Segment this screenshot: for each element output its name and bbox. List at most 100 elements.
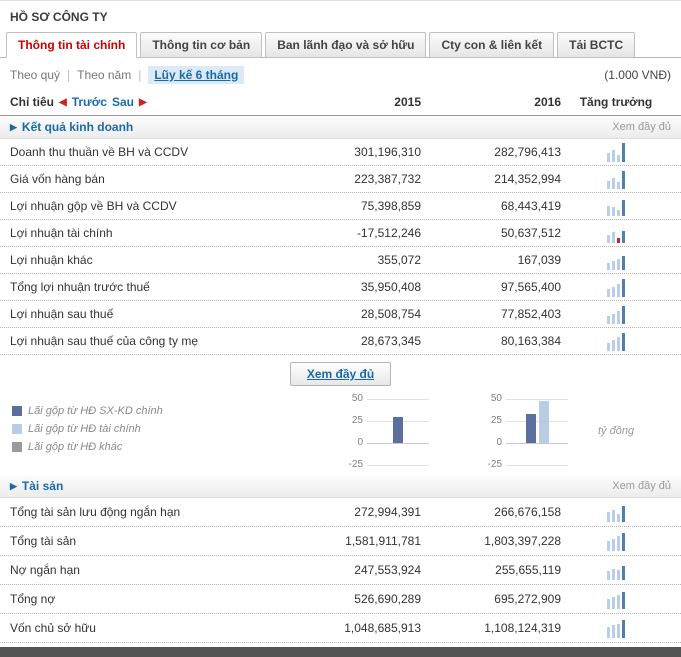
chart-2016: 50 25 0 -25 [484,394,568,470]
spark-bar [622,532,625,551]
chart-bar [393,416,403,443]
next-button[interactable]: Sau [111,95,134,109]
table-row[interactable]: Lợi nhuận khác 355,072 167,039 [0,247,681,274]
table-row[interactable]: Nợ ngắn hạn 247,553,924 255,655,119 [0,556,681,585]
spark-bar [617,259,620,270]
see-full-link[interactable]: Xem đầy đủ [612,121,671,133]
section-arrow-icon: ▶ [10,121,17,132]
prev-button[interactable]: Trước [71,95,107,109]
spark-bar [622,620,625,638]
tab-thong-tin-co-ban[interactable]: Thông tin cơ bản [140,32,263,58]
table-row[interactable]: Lợi nhuận sau thuế của công ty mẹ 28,673… [0,328,681,355]
spark-bar [617,337,620,351]
spark-bar [612,232,615,243]
see-full-button[interactable]: Xem đầy đủ [289,362,392,386]
row-label: Tổng tài sản lưu động ngắn hạn [10,505,181,519]
tab-ban-lanh-dao[interactable]: Ban lãnh đạo và sở hữu [265,32,427,58]
table-row[interactable]: Tổng tài sản 1,581,911,781 1,803,397,228 [0,527,681,556]
row-label: Doanh thu thuần về BH và CCDV [10,145,189,159]
section-title: Tài sản [21,479,64,493]
tab-thong-tin-tai-chinh[interactable]: Thông tin tài chính [6,32,138,58]
growth-sparkline [607,502,625,522]
row-value-2015: 272,994,391 [354,505,421,519]
unit-note: (1.000 VNĐ) [604,68,671,82]
table-row[interactable]: Doanh thu thuần về BH và CCDV 301,196,31… [0,139,681,166]
spark-bar [607,206,610,216]
spark-bar [617,595,620,609]
growth-sparkline [607,331,625,351]
y-tick-label: -25 [348,459,363,470]
table-row[interactable]: Lợi nhuận sau thuế 28,508,754 77,852,403 [0,301,681,328]
spark-bar [612,538,615,551]
spark-bar [617,310,620,324]
growth-sparkline [607,618,625,638]
table-row[interactable]: Lợi nhuận tài chính -17,512,246 50,637,5… [0,220,681,247]
row-label: Lợi nhuận gộp về BH và CCDV [10,199,177,213]
spark-bar [612,340,615,351]
tab-bar: Thông tin tài chính Thông tin cơ bản Ban… [0,32,681,58]
growth-sparkline [607,277,625,297]
y-tick-label: -25 [487,459,502,470]
row-value-2016: 80,163,384 [500,334,561,348]
spark-bar [622,333,625,351]
spark-bar [622,200,625,216]
row-label: Vốn chủ sở hữu [10,621,96,635]
row-value-2016: 214,352,994 [494,172,561,186]
table-row[interactable]: Tổng tài sản lưu động ngắn hạn 272,994,3… [0,498,681,527]
row-value-2015: 1,048,685,913 [344,621,421,635]
row-label: Tổng tài sản [10,534,77,548]
filter-theo-nam[interactable]: Theo năm [77,68,132,82]
chart-y-axis: 50 25 0 -25 [484,394,506,470]
spark-bar [612,178,615,189]
growth-sparkline [607,560,625,580]
row-value-2015: 1,581,911,781 [345,534,421,548]
table-row[interactable]: Giá vốn hàng bán 223,387,732 214,352,994 [0,166,681,193]
chart-unit-label: tỷ đồng [598,425,635,437]
legend-item: Lãi gộp từ HĐ tài chính [12,423,260,435]
row-value-2016: 97,565,400 [500,280,561,294]
table-row[interactable]: Tổng lợi nhuận trước thuế 35,950,408 97,… [0,274,681,301]
filter-luy-ke-6-thang[interactable]: Lũy kế 6 tháng [148,66,245,84]
row-value-2015: 223,387,732 [354,172,421,186]
y-tick-label: 50 [351,393,363,404]
spark-bar [612,207,615,216]
table-row[interactable]: Tổng nợ 526,690,289 695,272,909 [0,585,681,614]
see-full-link[interactable]: Xem đầy đủ [612,480,671,492]
row-value-2016: 50,637,512 [500,226,561,240]
tab-cty-con-lien-ket[interactable]: Cty con & liên kết [429,32,555,58]
spark-bar [607,289,610,297]
row-value-2016: 1,803,397,228 [484,534,561,548]
row-value-2015: 75,398,859 [360,199,421,213]
row-label: Tổng lợi nhuận trước thuế [10,280,150,294]
row-value-2016: 266,676,158 [494,505,561,519]
col-growth: Tăng trưởng [579,95,653,109]
legend-label: Lãi gộp từ HĐ SX-KD chính [28,405,163,417]
prev-arrow-icon[interactable]: ◀ [59,96,67,108]
row-value-2016: 167,039 [517,253,561,267]
spark-bar [612,313,615,324]
spark-bar [607,180,610,189]
filter-theo-quy[interactable]: Theo quý [10,68,61,82]
row-value-2015: 355,072 [377,253,421,267]
table-row[interactable]: Vốn chủ sở hữu 1,048,685,913 1,108,124,3… [0,614,681,643]
row-value-2016: 1,108,124,319 [484,621,561,635]
growth-sparkline [607,196,625,216]
row-value-2015: 301,196,310 [354,145,421,159]
section-arrow-icon: ▶ [10,480,17,491]
legend-label: Lãi gộp từ HĐ tài chính [28,423,141,435]
spark-bar [612,568,615,580]
row-label: Lợi nhuận tài chính [10,226,113,240]
legend-label: Lãi gộp từ HĐ khác [28,441,123,453]
tab-tai-bctc[interactable]: Tải BCTC [557,32,636,58]
chart-y-axis: 50 25 0 -25 [345,394,367,470]
kqkd-rows: Doanh thu thuần về BH và CCDV 301,196,31… [0,139,681,355]
table-row[interactable]: Lợi nhuận gộp về BH và CCDV 75,398,859 6… [0,193,681,220]
filter-separator: | [67,68,71,82]
row-value-2015: 247,553,924 [354,563,421,577]
growth-sparkline [607,250,625,270]
next-arrow-icon[interactable]: ▶ [138,96,147,108]
row-value-2015: 28,673,345 [360,334,421,348]
spark-bar [622,143,625,162]
growth-sparkline [607,304,625,324]
row-value-2016: 68,443,419 [500,199,561,213]
